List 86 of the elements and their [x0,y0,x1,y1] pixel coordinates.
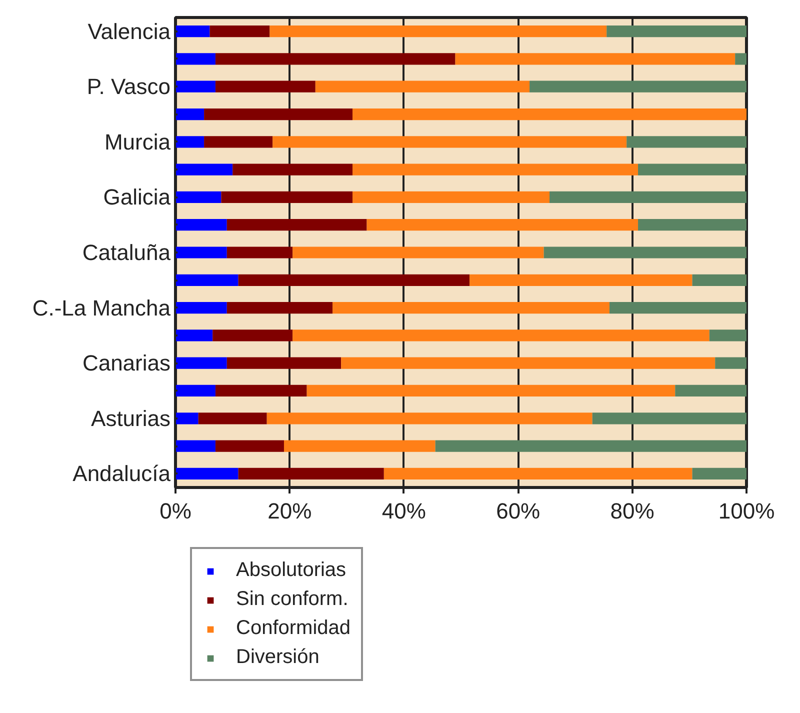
bar [626,136,746,148]
bar [215,384,307,397]
bar [709,330,746,342]
bar [638,219,746,231]
bar [215,440,284,452]
bar [176,274,238,286]
bar [470,274,692,286]
bar [592,412,746,424]
legend-label: Absolutorias [236,559,346,582]
x-tick-label: 100% [718,498,775,524]
bar [176,440,216,452]
bar [198,412,267,424]
x-tick-label: 0% [160,498,192,524]
bar [715,357,746,369]
bar [232,164,353,176]
bar [352,164,638,176]
bar [226,246,293,258]
y-tick-label: C.-La Mancha [32,295,172,320]
bar [306,384,676,397]
bar [550,191,746,204]
bar [341,357,716,369]
bar [238,468,384,480]
bar [226,302,333,314]
bar [270,26,607,38]
y-tick-label: Valencia [88,18,172,44]
bar [221,191,353,204]
bar [176,108,204,120]
bar [176,136,204,148]
y-tick-label: Canarias [82,350,171,376]
x-tick-label: 40% [382,498,426,524]
bar [176,219,227,231]
y-tick-label: Cataluña [82,240,172,265]
bar [176,412,198,424]
bar [735,53,746,65]
bar [176,164,233,176]
bar [292,330,710,342]
bar [238,274,470,286]
y-tick-label: Galicia [103,184,172,210]
bar [215,80,316,92]
legend-label: Sin conform. [236,588,348,611]
bar [210,26,270,38]
bar [332,302,610,314]
bar [215,53,456,65]
bar [284,440,436,452]
y-tick-label: P. Vasco [86,74,171,100]
bar [366,219,638,231]
bar [176,384,216,397]
bar [606,26,746,38]
bar [272,136,627,148]
y-tick-label: Murcia [104,129,172,154]
bar [315,80,530,92]
x-tick-label: 20% [268,498,312,524]
bar [204,136,273,148]
bar [204,108,353,120]
bar [352,191,550,204]
bar [176,26,210,38]
bar [455,53,736,65]
bar [226,357,342,369]
bar [692,468,746,480]
legend-label: Conformidad [236,617,351,640]
bar [638,164,746,176]
x-tick-label: 80% [610,498,654,524]
bar [212,330,293,342]
bar [675,384,746,397]
legend-label: Diversión [236,646,320,669]
bar [176,302,227,314]
y-tick-label: Asturias [91,406,171,431]
bar [176,330,213,342]
bar [435,440,746,452]
bar [176,191,222,204]
bar [176,468,238,480]
bar [692,274,746,286]
bar [530,80,746,92]
bar [266,412,592,424]
bar [609,302,746,314]
bar [176,80,216,92]
bar [292,246,544,258]
bar [352,108,746,120]
bar [544,246,746,258]
y-tick-label: Andalucía [72,461,172,486]
bar [176,246,227,258]
bar [226,219,367,231]
bar [176,357,227,369]
bar [176,53,216,65]
x-tick-label: 60% [496,498,540,524]
bar [384,468,692,480]
